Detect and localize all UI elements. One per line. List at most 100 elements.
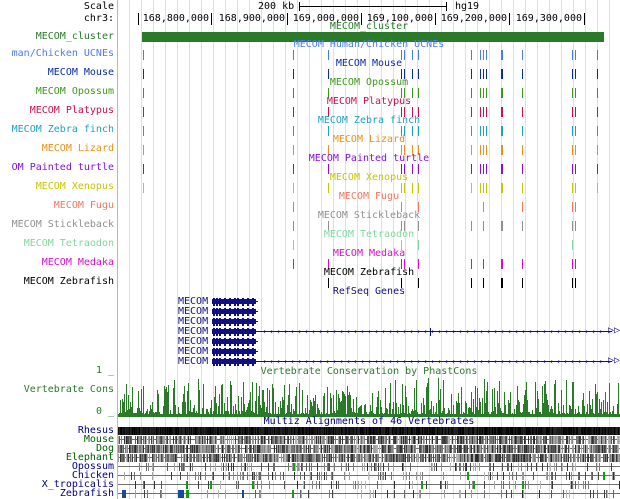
gene-intron-line[interactable] — [212, 361, 612, 362]
ucne-element[interactable] — [572, 240, 573, 250]
ucne-element[interactable] — [328, 221, 329, 231]
ucne-element[interactable] — [404, 221, 405, 231]
ucne-track-label[interactable]: MECOM Opossum — [35, 86, 114, 97]
ucne-element[interactable] — [471, 221, 472, 231]
ucne-element[interactable] — [483, 202, 484, 212]
ucne-element[interactable] — [418, 107, 419, 117]
ucne-element[interactable] — [483, 183, 484, 193]
ucne-track-label[interactable]: MECOM Zebra finch — [11, 124, 114, 135]
ucne-element[interactable] — [293, 145, 294, 155]
ucne-element[interactable] — [293, 202, 294, 212]
ucne-element[interactable] — [501, 221, 503, 231]
ucne-element[interactable] — [412, 183, 413, 193]
ucne-element[interactable] — [480, 107, 481, 117]
ucne-element[interactable] — [143, 183, 144, 193]
ucne-element[interactable] — [143, 88, 144, 98]
ucne-element[interactable] — [401, 164, 402, 174]
multiz-species-label[interactable]: Mouse — [83, 434, 114, 445]
ucne-track-label[interactable]: MECOM Zebrafish — [23, 276, 114, 287]
multiz-row[interactable] — [118, 426, 620, 435]
ucne-element[interactable] — [143, 107, 144, 117]
ucne-element[interactable] — [483, 221, 484, 231]
ucne-element[interactable] — [575, 88, 576, 98]
ucne-element[interactable] — [575, 50, 576, 60]
ucne-element[interactable] — [486, 183, 487, 193]
ucne-element[interactable] — [143, 145, 144, 155]
ucne-element[interactable] — [143, 50, 144, 60]
multiz-species-label[interactable]: Opossum — [71, 461, 114, 472]
ucne-element[interactable] — [522, 183, 523, 193]
ucne-element[interactable] — [522, 259, 523, 269]
ucne-element[interactable] — [471, 50, 472, 60]
multiz-row[interactable] — [118, 489, 620, 498]
ucne-element[interactable] — [293, 221, 294, 231]
gene-coding-block[interactable] — [212, 299, 256, 304]
ucne-element[interactable] — [501, 145, 503, 155]
ucne-element[interactable] — [483, 145, 484, 155]
ucne-element[interactable] — [471, 278, 472, 288]
ucne-element[interactable] — [401, 107, 402, 117]
ucne-element[interactable] — [575, 221, 576, 231]
ucne-element[interactable] — [418, 50, 419, 60]
ucne-element[interactable] — [501, 50, 503, 60]
ucne-element[interactable] — [404, 126, 405, 136]
ucne-element[interactable] — [575, 126, 576, 136]
ucne-element[interactable] — [522, 145, 523, 155]
ucne-element[interactable] — [480, 50, 481, 60]
gene-coding-block[interactable] — [212, 329, 256, 334]
ucne-element[interactable] — [597, 69, 598, 79]
gene-label[interactable]: MECOM — [178, 336, 209, 347]
gene-label[interactable]: MECOM — [178, 346, 209, 357]
ucne-element[interactable] — [404, 107, 405, 117]
ucne-element[interactable] — [412, 69, 413, 79]
ucne-element[interactable] — [404, 88, 405, 98]
ucne-element[interactable] — [486, 69, 487, 79]
ucne-element[interactable] — [572, 278, 573, 288]
gene-label[interactable]: MECOM — [178, 316, 209, 327]
ucne-element[interactable] — [572, 183, 573, 193]
ucne-element[interactable] — [486, 164, 487, 174]
multiz-species-label[interactable]: Chicken — [71, 470, 114, 481]
ucne-track-label[interactable]: MECOM Platypus — [29, 105, 114, 116]
ucne-element[interactable] — [328, 145, 329, 155]
ucne-track-label[interactable]: OM Painted turtle — [11, 162, 114, 173]
ucne-element[interactable] — [575, 259, 576, 269]
ucne-element[interactable] — [575, 145, 576, 155]
ucne-element[interactable] — [572, 69, 573, 79]
ucne-element[interactable] — [328, 69, 329, 79]
ucne-element[interactable] — [575, 183, 576, 193]
ucne-element[interactable] — [501, 69, 503, 79]
ucne-element[interactable] — [572, 126, 573, 136]
ucne-track-label[interactable]: MECOM Fugu — [53, 200, 114, 211]
ucne-element[interactable] — [486, 145, 487, 155]
ucne-element[interactable] — [575, 107, 576, 117]
ucne-element[interactable] — [572, 221, 573, 231]
ucne-element[interactable] — [418, 202, 419, 212]
ucne-element[interactable] — [572, 202, 573, 212]
ucne-element[interactable] — [418, 145, 419, 155]
ucne-element[interactable] — [501, 88, 503, 98]
ucne-element[interactable] — [328, 107, 329, 117]
ucne-element[interactable] — [412, 164, 413, 174]
ucne-track-label[interactable]: MECOM Lizard — [41, 143, 114, 154]
ucne-element[interactable] — [401, 88, 402, 98]
ucne-element[interactable] — [328, 88, 329, 98]
ucne-element[interactable] — [404, 183, 405, 193]
multiz-row[interactable] — [118, 453, 620, 462]
ucne-element[interactable] — [328, 183, 329, 193]
ucne-element[interactable] — [522, 50, 523, 60]
ucne-element[interactable] — [480, 145, 481, 155]
ucne-element[interactable] — [418, 259, 419, 269]
ucne-element[interactable] — [401, 221, 402, 231]
ucne-element[interactable] — [412, 145, 413, 155]
ucne-element[interactable] — [501, 164, 503, 174]
multiz-row[interactable] — [118, 435, 620, 444]
ucne-element[interactable] — [401, 240, 402, 250]
ucne-element[interactable] — [575, 202, 576, 212]
ucne-element[interactable] — [471, 259, 472, 269]
conservation-graph[interactable] — [118, 376, 620, 417]
ucne-element[interactable] — [401, 126, 402, 136]
multiz-species-label[interactable]: Dog — [95, 443, 114, 454]
ucne-element[interactable] — [418, 88, 419, 98]
ucne-element[interactable] — [418, 126, 419, 136]
